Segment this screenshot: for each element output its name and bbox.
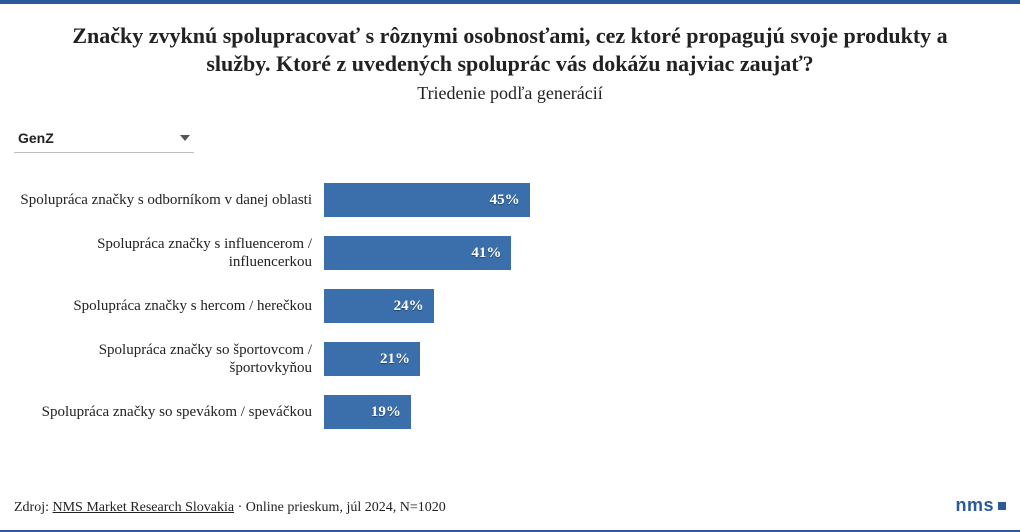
chart-row: Spolupráca značky so spevákom / speváčko… — [14, 395, 1006, 429]
bar-track: 24% — [324, 289, 1006, 323]
chart-title: Značky zvyknú spolupracovať s rôznymi os… — [0, 22, 1020, 77]
row-label: Spolupráca značky s influencerom / influ… — [14, 235, 324, 271]
chevron-down-icon — [180, 135, 190, 141]
generation-dropdown[interactable]: GenZ — [14, 126, 194, 153]
dropdown-selected-label: GenZ — [18, 130, 54, 146]
row-label: Spolupráca značky s odborníkom v danej o… — [14, 191, 324, 209]
chart-row: Spolupráca značky s influencerom / influ… — [14, 235, 1006, 271]
bar-value: 45% — [490, 192, 520, 209]
bar-value: 21% — [380, 351, 410, 368]
bar-value: 24% — [394, 298, 424, 315]
nms-logo: nms — [955, 495, 1006, 516]
bar-track: 41% — [324, 236, 1006, 270]
chart-frame: Značky zvyknú spolupracovať s rôznymi os… — [0, 0, 1020, 532]
bar: 24% — [324, 289, 434, 323]
source-line: Zdroj: NMS Market Research Slovakia · On… — [14, 500, 446, 516]
row-label: Spolupráca značky s hercom / herečkou — [14, 297, 324, 315]
bar-chart: Spolupráca značky s odborníkom v danej o… — [14, 183, 1006, 429]
chart-row: Spolupráca značky so športovcom / športo… — [14, 341, 1006, 377]
source-suffix: · Online prieskum, júl 2024, N=1020 — [234, 500, 446, 515]
chart-row: Spolupráca značky s hercom / herečkou 24% — [14, 289, 1006, 323]
bar-value: 19% — [371, 404, 401, 421]
row-label: Spolupráca značky so športovcom / športo… — [14, 341, 324, 377]
bar: 19% — [324, 395, 411, 429]
chart-row: Spolupráca značky s odborníkom v danej o… — [14, 183, 1006, 217]
bar-track: 19% — [324, 395, 1006, 429]
logo-text: nms — [955, 495, 994, 516]
logo-square-icon — [998, 502, 1006, 510]
bar-track: 21% — [324, 342, 1006, 376]
bar: 21% — [324, 342, 420, 376]
chart-subtitle: Triedenie podľa generácií — [0, 83, 1020, 104]
bar-value: 41% — [471, 245, 501, 262]
bar: 41% — [324, 236, 511, 270]
source-link[interactable]: NMS Market Research Slovakia — [53, 500, 235, 515]
bar: 45% — [324, 183, 530, 217]
footer: Zdroj: NMS Market Research Slovakia · On… — [14, 495, 1006, 516]
source-prefix: Zdroj: — [14, 500, 53, 515]
row-label: Spolupráca značky so spevákom / speváčko… — [14, 403, 324, 421]
bar-track: 45% — [324, 183, 1006, 217]
